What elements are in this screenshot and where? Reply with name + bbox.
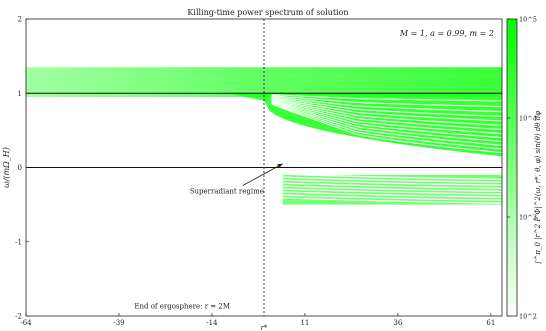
fringe-gap <box>282 179 502 186</box>
parameters-label: M = 1, a = 0.99, m = 2 <box>399 29 494 38</box>
colorbar-ticks: 10^2 10^3 10^4 10^5 <box>507 16 537 321</box>
fringe-gap <box>271 96 502 117</box>
x-tick-label: -64 <box>20 319 32 327</box>
colorbar-tick-label: 10^5 <box>519 16 537 24</box>
plot-area <box>26 67 502 205</box>
fringe-gap <box>271 101 502 146</box>
fringe-gap <box>282 191 502 198</box>
fringe-gap <box>271 98 502 126</box>
x-axis-ticks: -64 -39 -14 11 36 61 <box>20 313 495 327</box>
fringe-gap <box>282 194 502 201</box>
x-tick-label: 36 <box>393 319 402 327</box>
y-tick-label: 0 <box>18 164 22 172</box>
fringe-gap <box>271 103 502 154</box>
superradiant-annotation: Superradiant regime <box>190 187 264 195</box>
x-tick-label: 61 <box>486 319 495 327</box>
superradiant-arrow <box>242 163 283 186</box>
x-tick-label: 11 <box>300 319 309 327</box>
x-tick-label: -14 <box>206 319 218 327</box>
y-axis-ticks: -2 -1 0 1 2 <box>15 16 29 321</box>
superradiant-arrowhead <box>277 163 283 169</box>
fringe-gap <box>271 99 502 135</box>
y-tick-label: -2 <box>15 313 22 321</box>
fringe-gap <box>271 97 502 122</box>
fringe-gap <box>282 188 502 195</box>
colorbar <box>506 18 518 317</box>
fringe-gap <box>282 176 502 183</box>
fringe-gap <box>271 101 502 142</box>
spectrum-heatmap <box>26 67 502 205</box>
ergosphere-annotation: End of ergosphere: r = 2M <box>134 303 230 311</box>
colorbar-tick-label: 10^3 <box>519 214 537 222</box>
reference-lines <box>26 19 502 316</box>
y-axis-label: ω/(mΩ_H) <box>2 147 11 188</box>
fringe-gap <box>271 102 502 150</box>
fringe-gap <box>282 197 502 204</box>
y-tick-label: 1 <box>18 90 22 98</box>
fringe-gap <box>271 99 502 130</box>
colorbar-label: ∫^π_0 |r^2 F Φ|^2(ω, r*, θ, φ) sin(θ) dθ… <box>534 111 542 264</box>
colorbar-tick-label: 10^4 <box>519 115 537 123</box>
fringe-gap <box>282 173 502 181</box>
y-tick-label: -1 <box>15 238 22 246</box>
fringe-gap <box>282 182 502 189</box>
fringe-gap <box>271 100 502 139</box>
y-tick-label: 2 <box>18 16 22 24</box>
fringe-gap <box>282 185 502 192</box>
fringe-gap <box>271 95 502 113</box>
fringe-gap <box>271 94 502 102</box>
colorbar-tick-label: 10^2 <box>519 313 537 321</box>
chart-title: Killing-time power spectrum of solution <box>187 8 348 17</box>
x-tick-label: -39 <box>113 319 124 327</box>
x-axis-label: r* <box>261 324 268 331</box>
fringe-gap <box>271 95 502 108</box>
